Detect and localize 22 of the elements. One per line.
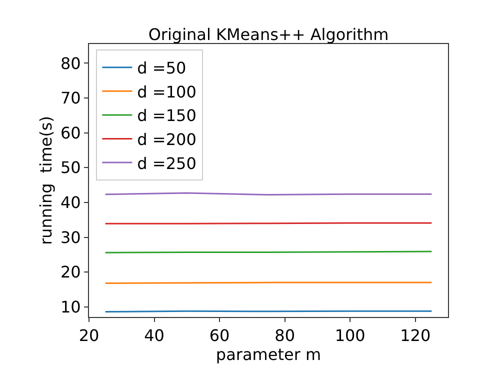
x-tick-label: 60 xyxy=(209,326,230,346)
legend-label: d =100 xyxy=(137,82,196,102)
chart-title: Original KMeans++ Algorithm xyxy=(148,25,389,44)
legend-label: d =50 xyxy=(137,58,186,78)
y-tick-label: 20 xyxy=(60,262,81,282)
y-tick-label: 70 xyxy=(60,88,81,108)
y-tick-label: 40 xyxy=(60,193,81,212)
y-tick-label: 10 xyxy=(60,298,81,316)
y-tick-label: 80 xyxy=(60,54,81,73)
legend-label: d =200 xyxy=(137,130,196,149)
legend-label: d =250 xyxy=(137,154,196,173)
y-tick-label: 60 xyxy=(60,123,81,142)
x-tick-label: 100 xyxy=(334,326,366,346)
x-tick-label: 40 xyxy=(144,326,164,346)
legend-label: d =150 xyxy=(137,106,196,126)
x-tick-label: 20 xyxy=(78,326,100,346)
x-tick-label: 120 xyxy=(400,326,431,346)
x-tick-label: 80 xyxy=(274,326,295,346)
y-tick-label: 30 xyxy=(60,228,81,247)
y-tick-label: 50 xyxy=(60,158,81,178)
y-axis-title: running time(s) xyxy=(36,116,56,245)
x-axis-title: parameter m xyxy=(216,345,322,364)
